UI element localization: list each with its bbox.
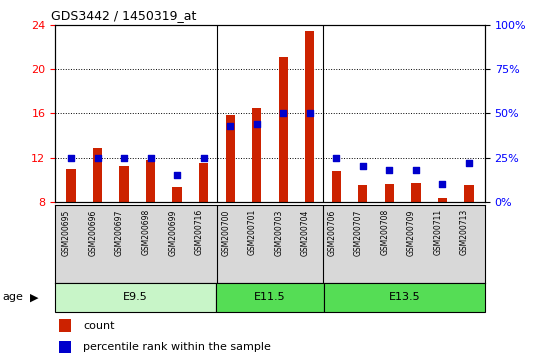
Text: GSM200699: GSM200699 bbox=[168, 209, 177, 256]
Text: GSM200697: GSM200697 bbox=[115, 209, 124, 256]
Bar bbox=[60, 341, 72, 353]
Text: GSM200701: GSM200701 bbox=[248, 209, 257, 256]
Bar bbox=[199, 163, 208, 202]
Bar bbox=[172, 187, 182, 202]
Text: E13.5: E13.5 bbox=[388, 292, 420, 302]
Point bbox=[252, 121, 261, 127]
Bar bbox=[252, 108, 261, 202]
Point bbox=[120, 155, 128, 160]
Text: GSM200709: GSM200709 bbox=[407, 209, 416, 256]
Text: GSM200696: GSM200696 bbox=[89, 209, 98, 256]
Point bbox=[67, 155, 75, 160]
Text: GDS3442 / 1450319_at: GDS3442 / 1450319_at bbox=[51, 9, 196, 22]
Text: ▶: ▶ bbox=[30, 292, 39, 302]
Text: GSM200706: GSM200706 bbox=[327, 209, 336, 256]
Bar bbox=[332, 171, 341, 202]
Text: GSM200707: GSM200707 bbox=[354, 209, 363, 256]
Point bbox=[438, 181, 447, 187]
Bar bbox=[120, 166, 129, 202]
Bar bbox=[279, 57, 288, 202]
Text: E11.5: E11.5 bbox=[254, 292, 286, 302]
Text: GSM200716: GSM200716 bbox=[195, 209, 204, 256]
Point bbox=[279, 110, 288, 116]
Point bbox=[93, 155, 102, 160]
Bar bbox=[323, 283, 485, 312]
Bar bbox=[438, 199, 447, 202]
Bar bbox=[93, 148, 102, 202]
Bar bbox=[385, 184, 394, 202]
Bar bbox=[411, 183, 420, 202]
Bar bbox=[55, 283, 216, 312]
Bar bbox=[225, 115, 235, 202]
Text: GSM200700: GSM200700 bbox=[221, 209, 230, 256]
Point bbox=[226, 123, 235, 129]
Text: percentile rank within the sample: percentile rank within the sample bbox=[83, 342, 271, 352]
Point bbox=[172, 172, 181, 178]
Point bbox=[146, 155, 155, 160]
Text: E9.5: E9.5 bbox=[123, 292, 148, 302]
Point bbox=[385, 167, 394, 173]
Text: GSM200703: GSM200703 bbox=[274, 209, 283, 256]
Point bbox=[199, 155, 208, 160]
Text: GSM200711: GSM200711 bbox=[434, 209, 442, 255]
Bar bbox=[305, 32, 315, 202]
Bar bbox=[60, 319, 72, 332]
Text: GSM200713: GSM200713 bbox=[460, 209, 469, 256]
Point bbox=[332, 155, 341, 160]
Point bbox=[412, 167, 420, 173]
Text: GSM200708: GSM200708 bbox=[380, 209, 390, 256]
Text: age: age bbox=[3, 292, 24, 302]
Point bbox=[359, 164, 368, 169]
Text: GSM200698: GSM200698 bbox=[142, 209, 150, 256]
Text: GSM200695: GSM200695 bbox=[62, 209, 71, 256]
Text: count: count bbox=[83, 321, 115, 331]
Bar bbox=[358, 185, 368, 202]
Bar bbox=[464, 185, 474, 202]
Bar bbox=[216, 283, 323, 312]
Bar bbox=[146, 160, 155, 202]
Point bbox=[464, 160, 473, 166]
Point bbox=[305, 110, 314, 116]
Text: GSM200704: GSM200704 bbox=[301, 209, 310, 256]
Bar bbox=[66, 169, 75, 202]
